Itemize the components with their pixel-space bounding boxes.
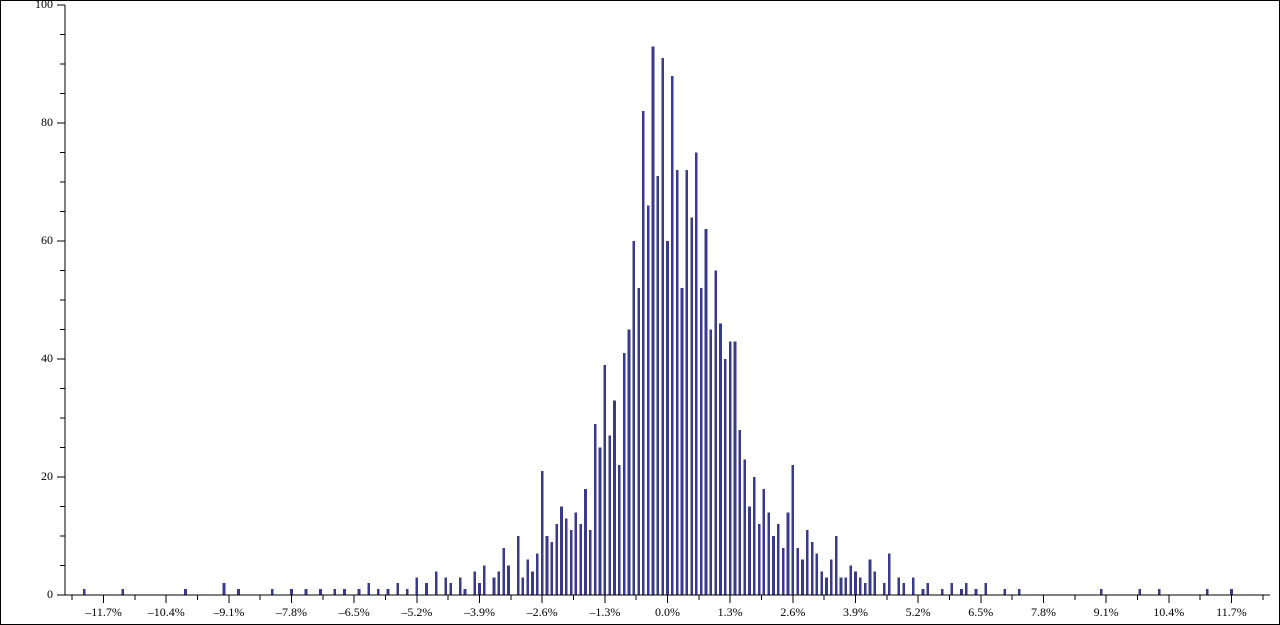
- svg-text:–10.4%: –10.4%: [147, 605, 185, 619]
- svg-text:–1.3%: –1.3%: [588, 605, 620, 619]
- chart-svg: 020406080100–11.7%–10.4%–9.1%–7.8%–6.5%–…: [0, 0, 1280, 625]
- svg-text:5.2%: 5.2%: [906, 605, 931, 619]
- svg-text:11.7%: 11.7%: [1216, 605, 1247, 619]
- svg-text:7.8%: 7.8%: [1031, 605, 1056, 619]
- svg-text:–6.5%: –6.5%: [338, 605, 370, 619]
- svg-text:–2.6%: –2.6%: [526, 605, 558, 619]
- svg-text:–7.8%: –7.8%: [275, 605, 307, 619]
- svg-text:–11.7%: –11.7%: [84, 605, 122, 619]
- svg-text:1.3%: 1.3%: [718, 605, 743, 619]
- bars: [83, 46, 1233, 595]
- svg-text:0: 0: [47, 587, 53, 601]
- svg-text:6.5%: 6.5%: [968, 605, 993, 619]
- svg-text:40: 40: [41, 351, 53, 365]
- svg-text:0.0%: 0.0%: [655, 605, 680, 619]
- svg-text:20: 20: [41, 469, 53, 483]
- svg-text:2.6%: 2.6%: [780, 605, 805, 619]
- x-axis: –11.7% –10.4% –9.1% –7.8% –6.5% –5.2% –3.9% –2.…: [72, 595, 1263, 619]
- histogram-chart: 020406080100–11.7%–10.4%–9.1%–7.8%–6.5%–…: [0, 0, 1280, 625]
- svg-text:9.1%: 9.1%: [1094, 605, 1119, 619]
- svg-text:80: 80: [41, 115, 53, 129]
- svg-text:10.4%: 10.4%: [1153, 605, 1184, 619]
- svg-text:–3.9%: –3.9%: [463, 605, 495, 619]
- svg-text:3.9%: 3.9%: [843, 605, 868, 619]
- svg-text:100: 100: [35, 0, 53, 11]
- svg-text:–9.1%: –9.1%: [212, 605, 244, 619]
- y-axis: 0 20 40 60 80 100: [35, 0, 65, 601]
- svg-text:60: 60: [41, 233, 53, 247]
- svg-text:–5.2%: –5.2%: [400, 605, 432, 619]
